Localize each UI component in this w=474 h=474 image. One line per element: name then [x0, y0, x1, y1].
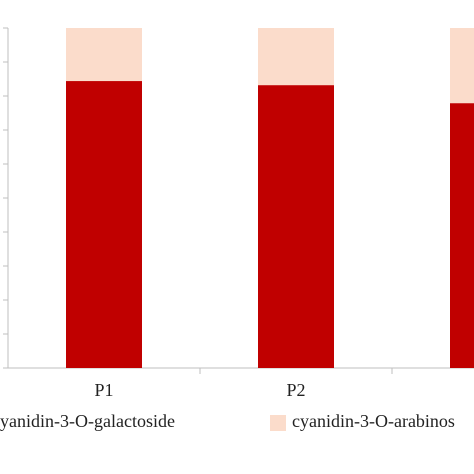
legend-swatch	[270, 415, 286, 431]
bar-segment	[66, 28, 142, 82]
bar-segment	[450, 28, 474, 104]
x-tick-label: P1	[94, 380, 113, 400]
bar-segment	[450, 103, 474, 368]
bar-segment	[258, 28, 334, 86]
legend-label: yanidin-3-O-galactoside	[0, 411, 175, 431]
bar-segment	[258, 85, 334, 369]
bar-segment	[66, 81, 142, 368]
x-tick-label: P2	[286, 380, 305, 400]
legend-label: cyanidin-3-O-arabinos	[292, 411, 455, 431]
